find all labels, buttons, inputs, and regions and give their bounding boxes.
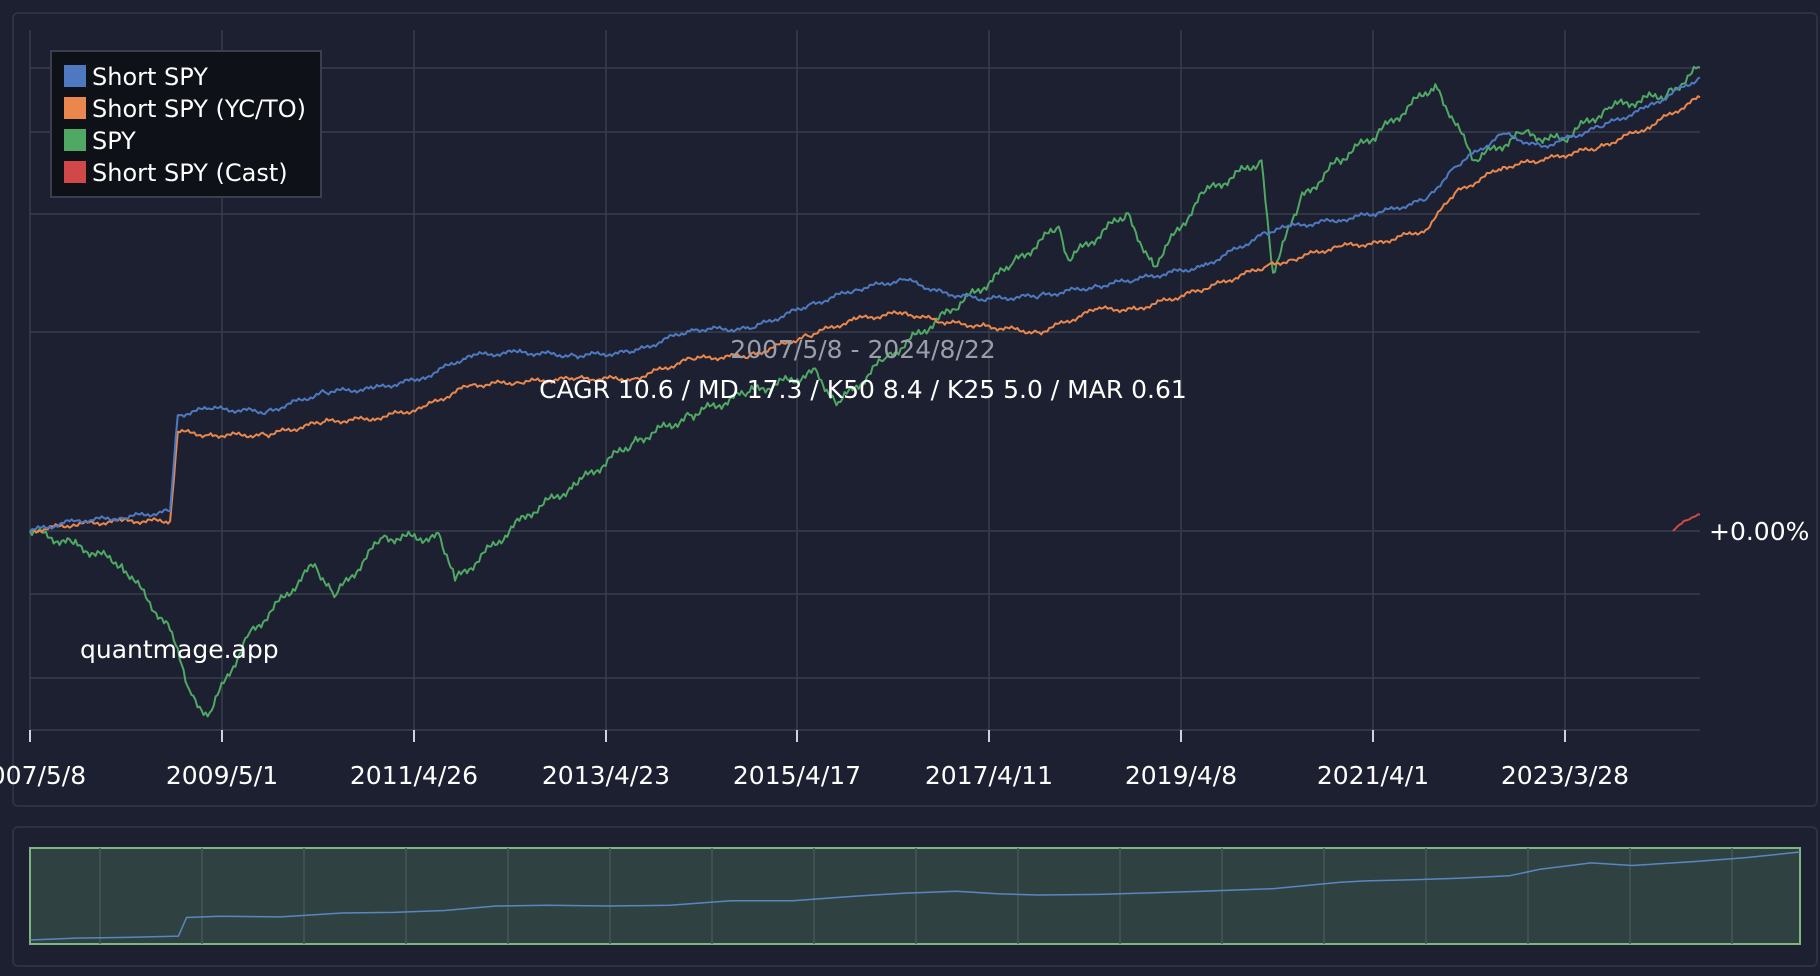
last-value-label: +0.00% <box>1709 517 1809 546</box>
x-tick-label: 2011/4/26 <box>350 761 478 790</box>
x-tick-label: 2009/5/1 <box>166 761 278 790</box>
x-axis: 2007/5/8 2009/5/1 2011/4/26 2013/4/23 2015/4… <box>0 730 1629 790</box>
series-line-short-spy[interactable] <box>29 76 1701 532</box>
legend-item-label: SPY <box>92 127 136 155</box>
legend-swatch <box>64 161 86 183</box>
legend-item-label: Short SPY (Cast) <box>92 159 288 187</box>
legend: Short SPY Short SPY (YC/TO) SPY Short SPY (… <box>50 50 322 198</box>
navigator-series-line <box>29 851 1801 941</box>
watermark: quantmage.app <box>80 635 279 664</box>
series-lines <box>29 65 1701 718</box>
series-line-short-spy-yc-to[interactable] <box>29 95 1701 534</box>
x-tick-label: 2013/4/23 <box>542 761 670 790</box>
legend-item-label: Short SPY (YC/TO) <box>92 95 306 123</box>
x-tick-label: 2007/5/8 <box>0 761 86 790</box>
x-tick-label: 2017/4/11 <box>925 761 1053 790</box>
grid <box>29 30 1700 731</box>
x-tick-label: 2021/4/1 <box>1317 761 1429 790</box>
x-tick-label: 2015/4/17 <box>733 761 861 790</box>
legend-swatch <box>64 65 86 87</box>
date-range-label: 2007/5/8 - 2024/8/22 <box>730 335 995 364</box>
x-tick-label: 2019/4/8 <box>1125 761 1237 790</box>
series-line-short-spy-cast[interactable] <box>1672 513 1701 532</box>
legend-swatch <box>64 97 86 119</box>
navigator-range-selector[interactable] <box>29 847 1801 945</box>
legend-swatch <box>64 129 86 151</box>
legend-item-label: Short SPY <box>92 63 208 91</box>
navigator[interactable] <box>29 847 1801 945</box>
legend-box <box>50 50 322 198</box>
series-line-spy[interactable] <box>29 65 1701 718</box>
stats-label: CAGR 10.6 / MD 17.3 / K50 8.4 / K25 5.0 … <box>539 375 1187 404</box>
x-tick-label: 2023/3/28 <box>1501 761 1629 790</box>
